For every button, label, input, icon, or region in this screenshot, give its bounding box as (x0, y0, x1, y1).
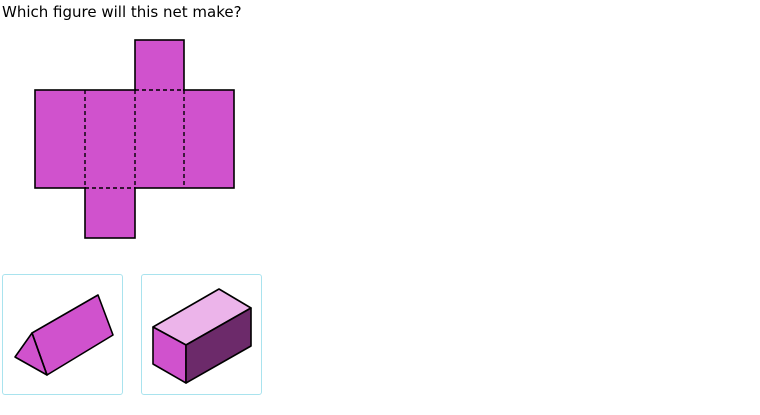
answer-choice-triangular-prism[interactable] (2, 274, 123, 395)
answer-choice-rectangular-prism[interactable] (141, 274, 262, 395)
question-text: Which figure will this net make? (2, 3, 242, 21)
net-top-flap (134, 39, 185, 91)
net-bottom-flap (84, 187, 136, 239)
net-figure (34, 39, 235, 239)
rectangular-prism-icon (152, 288, 252, 384)
triangular-prism-icon (14, 294, 114, 376)
fold-lines (84, 89, 185, 189)
